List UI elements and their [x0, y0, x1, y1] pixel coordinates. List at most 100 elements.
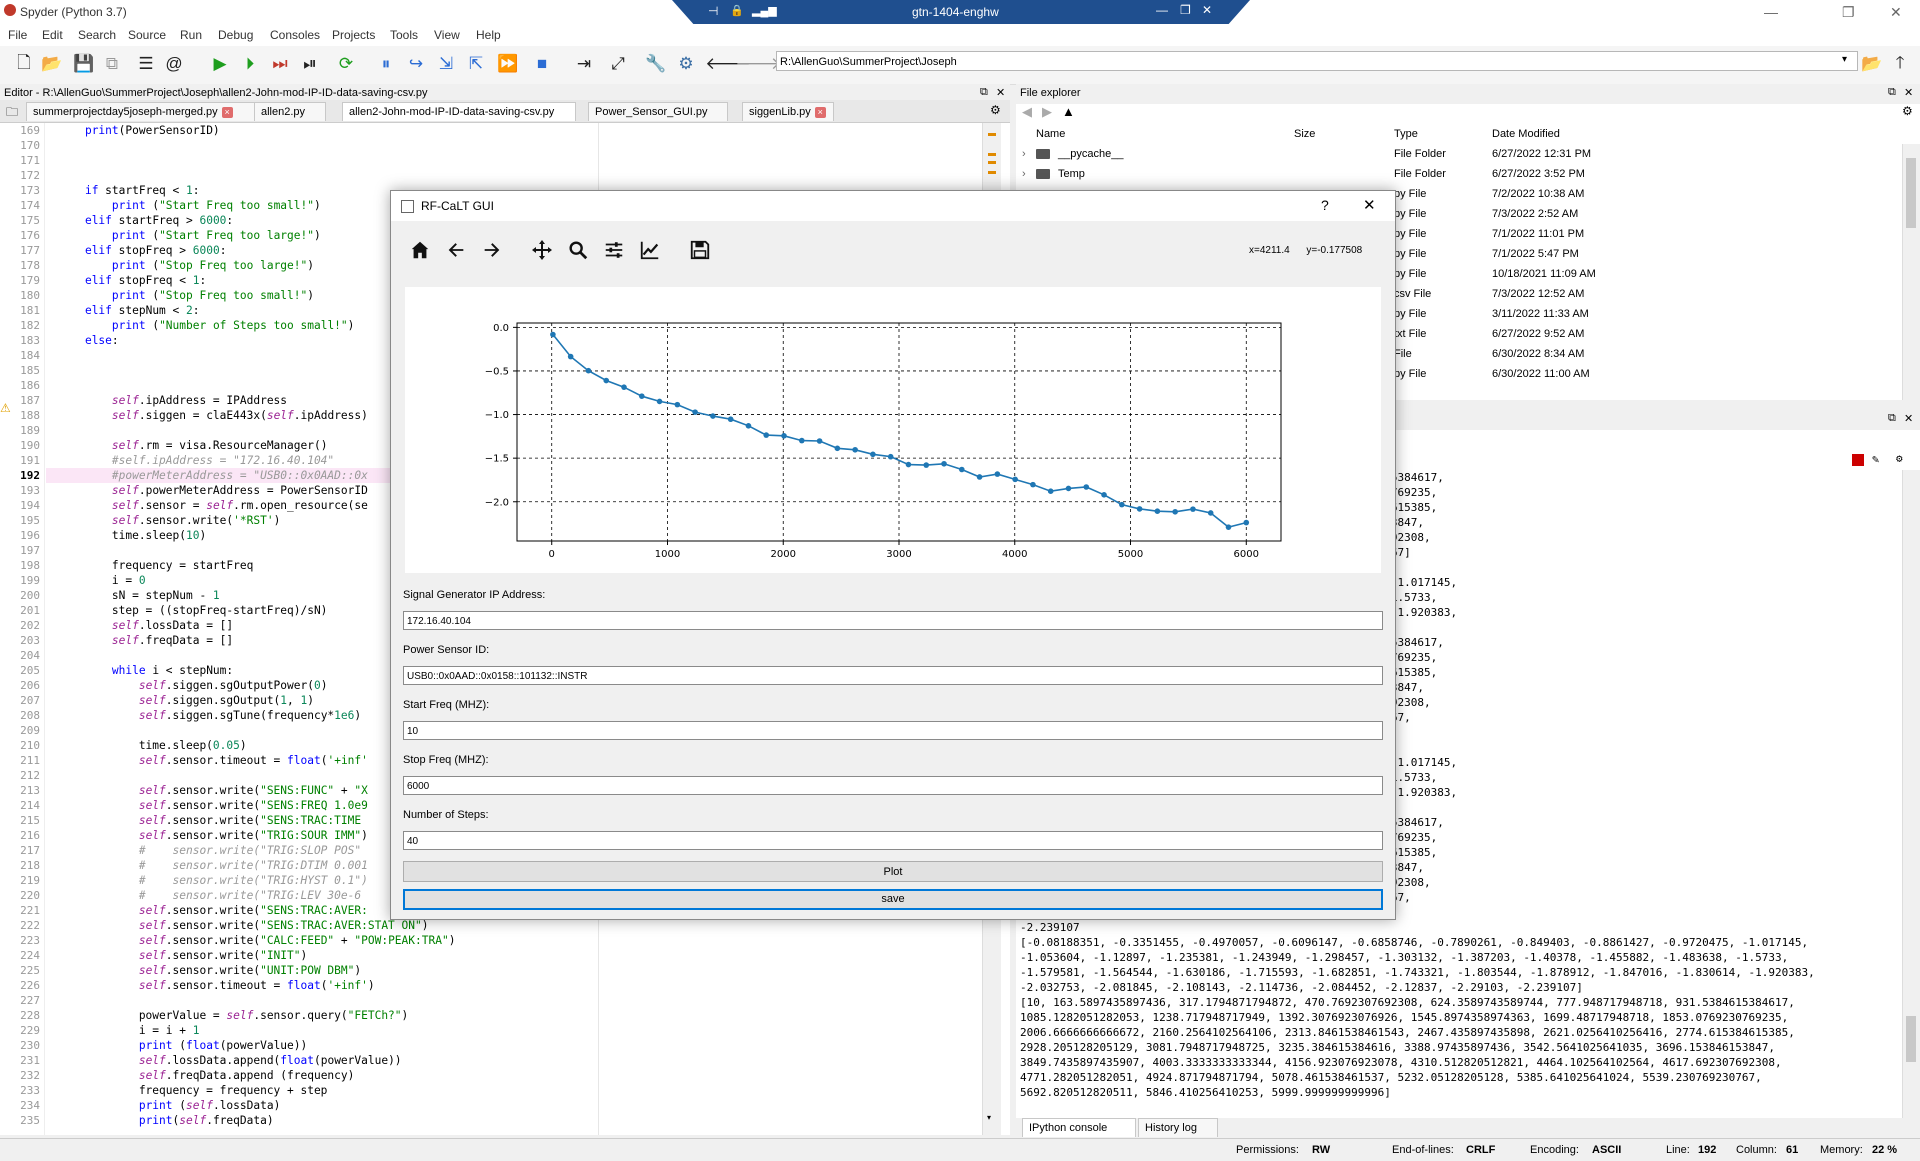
- back-arrow-icon[interactable]: [439, 233, 473, 267]
- python-path-icon[interactable]: ⚙: [678, 54, 694, 73]
- code-line[interactable]: print ("Start Freq too large!"): [111, 229, 321, 242]
- code-line[interactable]: # sensor.write("TRIG:SLOP POS": [58, 844, 362, 857]
- code-line[interactable]: self.sensor.write("TRIG:SOUR IMM"): [138, 829, 368, 842]
- code-line[interactable]: elif stepNum < 2:: [84, 304, 200, 317]
- code-line[interactable]: time.sleep(10): [58, 529, 207, 542]
- interrupt-kernel-icon[interactable]: [1852, 454, 1864, 466]
- fe-forward-icon[interactable]: ▶: [1042, 104, 1052, 119]
- menu-consoles[interactable]: Consoles: [270, 28, 321, 42]
- tab-summerprojectday5joseph-merged[interactable]: summerprojectday5joseph-merged.py ×: [26, 102, 324, 121]
- tab-allen2[interactable]: allen2.py×: [254, 102, 326, 137]
- tab-ipython-console[interactable]: IPython console: [1022, 1118, 1136, 1137]
- start-freq-input[interactable]: 10: [403, 721, 1383, 740]
- debug-icon[interactable]: ⏸: [381, 54, 391, 73]
- console-scrollbar[interactable]: [1902, 470, 1920, 1120]
- code-line[interactable]: self.siggen = claE443x(self.ipAddress): [111, 409, 368, 422]
- pane-close-icon[interactable]: ✕: [1904, 87, 1914, 99]
- chevron-down-icon[interactable]: ▾: [1842, 54, 1848, 65]
- fe-back-icon[interactable]: ◀: [1022, 104, 1032, 119]
- scroll-thumb[interactable]: [1906, 158, 1916, 228]
- code-line[interactable]: self.ipAddress = IPAddress: [111, 394, 288, 407]
- fe-scrollbar[interactable]: [1902, 144, 1920, 400]
- file-row[interactable]: py File 10/18/2021 11:09 AM: [1016, 264, 1896, 284]
- stop-freq-input[interactable]: 6000: [403, 776, 1383, 795]
- tab-history-log[interactable]: History log: [1138, 1118, 1218, 1137]
- file-row[interactable]: py File 3/11/2022 11:33 AM: [1016, 304, 1896, 324]
- file-row[interactable]: py File 7/3/2022 2:52 AM: [1016, 204, 1896, 224]
- dialog-close-icon[interactable]: ✕: [1363, 197, 1376, 214]
- code-line[interactable]: print ("Stop Freq too small!"): [111, 289, 314, 302]
- clear-console-icon[interactable]: ✎: [1872, 452, 1880, 466]
- stop-debug-icon[interactable]: ■: [536, 54, 548, 73]
- file-row[interactable]: › __pycache__ File Folder 6/27/2022 12:31 P…: [1016, 144, 1896, 164]
- configure-subplots-icon[interactable]: [597, 233, 631, 267]
- code-line[interactable]: print ("Start Freq too small!"): [111, 199, 321, 212]
- file-row[interactable]: › Temp File Folder 6/27/2022 3:52 PM: [1016, 164, 1896, 184]
- minimize-icon[interactable]: —: [1764, 4, 1778, 20]
- chevron-right-icon[interactable]: ›: [1022, 168, 1026, 180]
- code-line[interactable]: print(PowerSensorID): [84, 124, 220, 137]
- fe-options-gear-icon[interactable]: ⚙: [1902, 104, 1913, 118]
- plot-button[interactable]: Plot: [403, 861, 1383, 882]
- code-line[interactable]: elif startFreq > 6000:: [84, 214, 234, 227]
- code-line[interactable]: # sensor.write("TRIG:HYST 0.1"): [58, 874, 368, 887]
- code-line[interactable]: sN = stepNum - 1: [58, 589, 220, 602]
- zoom-icon[interactable]: [561, 233, 595, 267]
- pane-close-icon[interactable]: ✕: [1904, 413, 1914, 425]
- file-row[interactable]: py File 6/30/2022 11:00 AM: [1016, 364, 1896, 384]
- step-return-icon[interactable]: ⇱: [468, 54, 484, 73]
- code-line[interactable]: elif stopFreq > 6000:: [84, 244, 227, 257]
- code-line[interactable]: i = i + 1: [58, 1024, 200, 1037]
- undock-icon[interactable]: ⧉: [980, 86, 988, 98]
- continue-icon[interactable]: ⏩: [497, 54, 519, 73]
- code-line[interactable]: if startFreq < 1:: [84, 184, 200, 197]
- rerun-icon[interactable]: ⟳: [338, 54, 354, 73]
- file-row[interactable]: py File 7/2/2022 10:38 AM: [1016, 184, 1896, 204]
- maximize-pane-icon[interactable]: ⇥: [576, 54, 592, 73]
- remote-minimize-icon[interactable]: —: [1156, 3, 1168, 17]
- code-line[interactable]: print (float(powerValue)): [138, 1039, 308, 1052]
- code-line[interactable]: time.sleep(0.05): [58, 739, 247, 752]
- pin-icon[interactable]: ⊣: [708, 4, 719, 18]
- code-line[interactable]: # sensor.write("TRIG:LEV 30e-6: [58, 889, 362, 902]
- code-line[interactable]: frequency = frequency + step: [58, 1084, 328, 1097]
- tab-close-icon[interactable]: ×: [221, 106, 233, 118]
- menu-view[interactable]: View: [434, 28, 460, 42]
- code-line[interactable]: self.sensor.write("CALC:FEED" + "POW:PEA…: [138, 934, 456, 947]
- code-line[interactable]: print ("Number of Steps too small!"): [111, 319, 355, 332]
- menu-edit[interactable]: Edit: [42, 28, 63, 42]
- code-line[interactable]: #powerMeterAddress = "USB0::0x0AAD::0x: [58, 469, 368, 482]
- tab-power-sensor-gui[interactable]: Power_Sensor_GUI.py×: [588, 102, 728, 137]
- scroll-down-icon[interactable]: ▾: [987, 1113, 992, 1122]
- preferences-icon[interactable]: 🔧: [645, 54, 667, 73]
- code-line[interactable]: print ("Stop Freq too large!"): [111, 259, 314, 272]
- save-button[interactable]: save: [403, 889, 1383, 910]
- run-cell-icon[interactable]: ⏵: [245, 54, 255, 73]
- file-row[interactable]: File 6/30/2022 8:34 AM: [1016, 344, 1896, 364]
- column-size[interactable]: Size: [1294, 128, 1316, 140]
- code-line[interactable]: # sensor.write("TRIG:DTIM 0.001: [58, 859, 368, 872]
- at-icon[interactable]: @: [165, 54, 183, 73]
- code-line[interactable]: print(self.freqData): [138, 1114, 274, 1127]
- steps-input[interactable]: 40: [403, 831, 1383, 850]
- chevron-right-icon[interactable]: ›: [1022, 148, 1026, 160]
- forward-icon[interactable]: 🡒: [735, 54, 781, 73]
- new-file-icon[interactable]: 🗋: [17, 52, 31, 72]
- forward-arrow-icon[interactable]: [475, 233, 509, 267]
- file-row[interactable]: py File 7/1/2022 11:01 PM: [1016, 224, 1896, 244]
- open-file-icon[interactable]: 📂: [41, 54, 63, 73]
- run-selection-icon[interactable]: ⏯: [303, 54, 317, 73]
- loss-chart[interactable]: 0 1000 2000 3000 4000 5000 6000 0.0 −0.5 −1.0 −1.5…: [405, 287, 1381, 573]
- code-line[interactable]: self.freqData = []: [111, 634, 234, 647]
- file-row[interactable]: txt File 6/27/2022 9:52 AM: [1016, 324, 1896, 344]
- code-line[interactable]: else:: [84, 334, 119, 347]
- menu-source[interactable]: Source: [128, 28, 167, 42]
- code-line[interactable]: self.rm = visa.ResourceManager(): [111, 439, 328, 452]
- tab-close-icon[interactable]: ×: [814, 106, 826, 118]
- code-line[interactable]: self.sensor.write("INIT"): [138, 949, 308, 962]
- file-row[interactable]: csv File 7/3/2022 12:52 AM: [1016, 284, 1896, 304]
- menu-file[interactable]: File: [8, 28, 28, 42]
- step-into-icon[interactable]: ⇲: [438, 54, 454, 73]
- step-icon[interactable]: ↪: [408, 54, 424, 73]
- code-line[interactable]: self.lossData.append(float(powerValue)): [138, 1054, 402, 1067]
